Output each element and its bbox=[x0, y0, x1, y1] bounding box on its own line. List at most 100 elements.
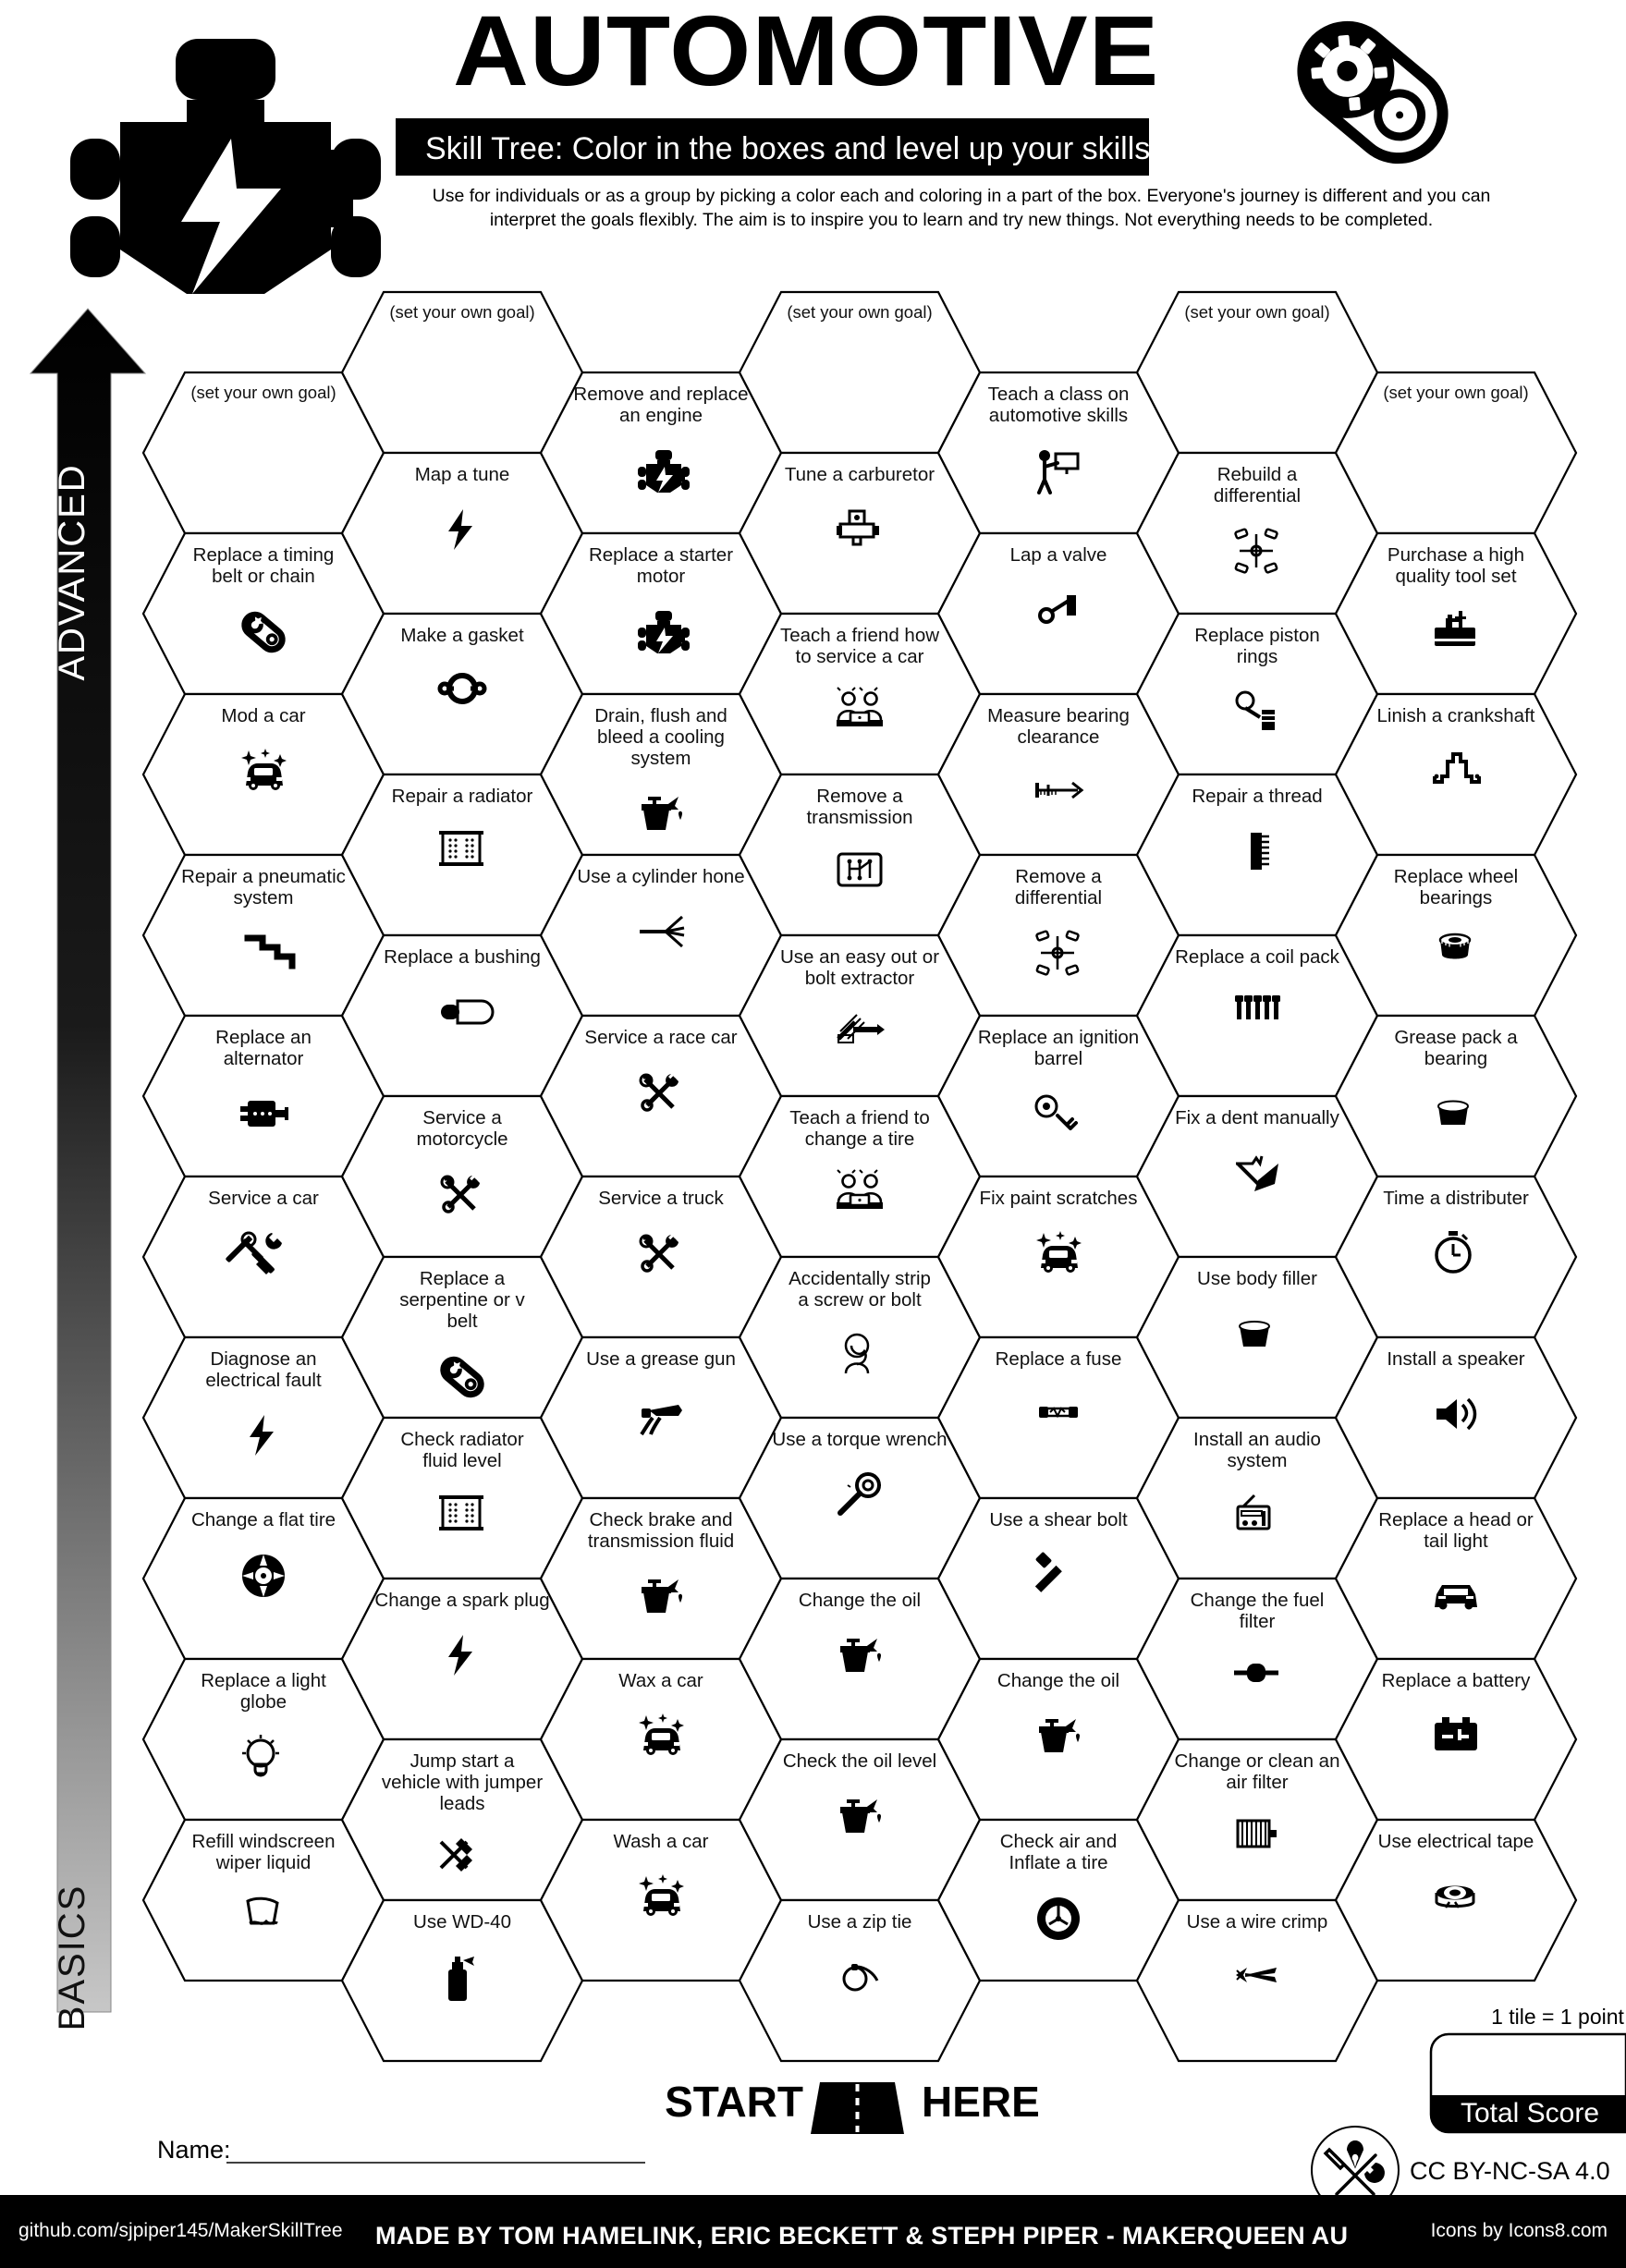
svg-text:Change the oil: Change the oil bbox=[799, 1590, 921, 1611]
svg-text:belt or chain: belt or chain bbox=[212, 566, 315, 587]
svg-text:Change a flat tire: Change a flat tire bbox=[191, 1509, 336, 1530]
svg-text:Repair a radiator: Repair a radiator bbox=[392, 786, 533, 807]
svg-text:Service a race car: Service a race car bbox=[584, 1027, 737, 1048]
svg-text:globe: globe bbox=[240, 1691, 287, 1713]
svg-text:leads: leads bbox=[439, 1793, 484, 1814]
svg-text:Lap a valve: Lap a valve bbox=[1010, 544, 1107, 566]
svg-text:Replace a bushing: Replace a bushing bbox=[384, 946, 541, 968]
svg-text:wiper liquid: wiper liquid bbox=[215, 1852, 312, 1873]
svg-text:Repair a thread: Repair a thread bbox=[1192, 786, 1322, 807]
svg-text:belt: belt bbox=[446, 1311, 477, 1332]
svg-text:Use for individuals or as a gr: Use for individuals or as a group by pic… bbox=[433, 186, 1491, 206]
svg-text:1 tile = 1 point: 1 tile = 1 point bbox=[1491, 2005, 1624, 2029]
svg-text:Wash a car: Wash a car bbox=[614, 1831, 709, 1852]
svg-text:Check brake and: Check brake and bbox=[590, 1509, 733, 1530]
svg-text:Replace wheel: Replace wheel bbox=[1394, 866, 1518, 887]
svg-text:Replace piston: Replace piston bbox=[1194, 625, 1320, 646]
svg-text:Skill Tree: Color in the boxe: Skill Tree: Color in the boxes and level… bbox=[425, 131, 1150, 166]
svg-text:START: START bbox=[665, 2078, 803, 2126]
svg-text:(set your own goal): (set your own goal) bbox=[389, 302, 534, 322]
svg-text:Repair a pneumatic: Repair a pneumatic bbox=[181, 866, 346, 887]
svg-text:filter: filter bbox=[1240, 1611, 1276, 1632]
svg-text:Time a distributer: Time a distributer bbox=[1383, 1188, 1529, 1209]
svg-text:automotive skills: automotive skills bbox=[989, 405, 1128, 426]
svg-text:serpentine or v: serpentine or v bbox=[399, 1289, 525, 1311]
svg-text:Linish a crankshaft: Linish a crankshaft bbox=[1377, 705, 1535, 726]
svg-text:Use a wire crimp: Use a wire crimp bbox=[1187, 1911, 1328, 1933]
svg-text:transmission: transmission bbox=[806, 807, 912, 828]
svg-text:quality tool set: quality tool set bbox=[1395, 566, 1516, 587]
svg-text:ADVANCED: ADVANCED bbox=[52, 463, 92, 680]
svg-text:Change the fuel: Change the fuel bbox=[1191, 1590, 1325, 1611]
svg-text:Change a spark plug: Change a spark plug bbox=[374, 1590, 549, 1611]
svg-text:Grease pack a: Grease pack a bbox=[1394, 1027, 1518, 1048]
svg-text:Teach a friend to: Teach a friend to bbox=[789, 1107, 930, 1128]
svg-text:Use electrical tape: Use electrical tape bbox=[1378, 1831, 1534, 1852]
svg-text:Service a car: Service a car bbox=[208, 1188, 319, 1209]
svg-text:Measure bearing: Measure bearing bbox=[987, 705, 1130, 726]
svg-text:Jump start a: Jump start a bbox=[410, 1750, 515, 1772]
svg-text:fluid level: fluid level bbox=[422, 1450, 501, 1471]
svg-text:Inflate a tire: Inflate a tire bbox=[1009, 1852, 1107, 1873]
svg-text:Replace a timing: Replace a timing bbox=[193, 544, 335, 566]
svg-text:Use a torque wrench: Use a torque wrench bbox=[772, 1429, 947, 1450]
svg-text:Purchase a high: Purchase a high bbox=[1388, 544, 1524, 566]
svg-text:electrical fault: electrical fault bbox=[205, 1370, 322, 1391]
svg-text:(set your own goal): (set your own goal) bbox=[190, 383, 336, 402]
svg-text:Replace an: Replace an bbox=[215, 1027, 312, 1048]
svg-text:Teach a class on: Teach a class on bbox=[988, 384, 1130, 405]
svg-text:Total Score: Total Score bbox=[1461, 2098, 1599, 2128]
svg-text:differential: differential bbox=[1015, 887, 1102, 908]
svg-text:HERE: HERE bbox=[922, 2078, 1040, 2126]
svg-text:Install an audio: Install an audio bbox=[1193, 1429, 1321, 1450]
svg-text:Use a shear bolt: Use a shear bolt bbox=[989, 1509, 1128, 1530]
svg-text:Tune a carburetor: Tune a carburetor bbox=[785, 464, 935, 485]
svg-text:bearings: bearings bbox=[1420, 887, 1493, 908]
svg-text:Replace a coil pack: Replace a coil pack bbox=[1175, 946, 1340, 968]
svg-text:Make a gasket: Make a gasket bbox=[400, 625, 524, 646]
svg-text:BASICS: BASICS bbox=[52, 1884, 92, 2031]
svg-text:Drain, flush and: Drain, flush and bbox=[594, 705, 727, 726]
svg-text:Rebuild a: Rebuild a bbox=[1217, 464, 1298, 485]
svg-text:MADE BY TOM HAMELINK, ERIC BEC: MADE BY TOM HAMELINK, ERIC BECKETT & STE… bbox=[375, 2222, 1348, 2250]
svg-text:Replace an ignition: Replace an ignition bbox=[978, 1027, 1139, 1048]
svg-text:Use a cylinder hone: Use a cylinder hone bbox=[577, 866, 744, 887]
svg-text:bleed a cooling: bleed a cooling bbox=[597, 726, 725, 748]
svg-text:motorcycle: motorcycle bbox=[416, 1128, 507, 1150]
svg-text:Fix a dent manually: Fix a dent manually bbox=[1175, 1107, 1340, 1128]
svg-text:Replace a battery: Replace a battery bbox=[1382, 1670, 1531, 1691]
svg-text:Use an easy out or: Use an easy out or bbox=[780, 946, 939, 968]
svg-text:Icons by Icons8.com: Icons by Icons8.com bbox=[1431, 2220, 1608, 2241]
svg-text:differential: differential bbox=[1214, 485, 1301, 506]
svg-text:air filter: air filter bbox=[1226, 1772, 1288, 1793]
svg-text:system: system bbox=[1228, 1450, 1288, 1471]
svg-text:(set your own goal): (set your own goal) bbox=[787, 302, 932, 322]
svg-text:tail light: tail light bbox=[1424, 1530, 1488, 1552]
svg-text:Name:: Name: bbox=[157, 2136, 231, 2164]
svg-text:an engine: an engine bbox=[619, 405, 703, 426]
svg-text:Replace a starter: Replace a starter bbox=[589, 544, 733, 566]
svg-text:interpret the goals flexibly.: interpret the goals flexibly. The aim is… bbox=[490, 210, 1433, 230]
svg-text:change a tire: change a tire bbox=[805, 1128, 915, 1150]
svg-text:clearance: clearance bbox=[1018, 726, 1100, 748]
svg-text:rings: rings bbox=[1237, 646, 1278, 667]
svg-text:bearing: bearing bbox=[1424, 1048, 1487, 1069]
svg-text:Diagnose an: Diagnose an bbox=[210, 1348, 316, 1370]
svg-text:(set your own goal): (set your own goal) bbox=[1184, 302, 1329, 322]
svg-text:vehicle with jumper: vehicle with jumper bbox=[382, 1772, 543, 1793]
svg-text:Teach a friend how: Teach a friend how bbox=[780, 625, 939, 646]
svg-text:AUTOMOTIVE: AUTOMOTIVE bbox=[453, 0, 1159, 106]
svg-text:Refill windscreen: Refill windscreen bbox=[192, 1831, 336, 1852]
svg-text:transmission fluid: transmission fluid bbox=[588, 1530, 734, 1552]
svg-text:Map a tune: Map a tune bbox=[415, 464, 510, 485]
svg-text:Accidentally strip: Accidentally strip bbox=[789, 1268, 931, 1289]
svg-text:Replace a: Replace a bbox=[420, 1268, 506, 1289]
svg-text:Replace a fuse: Replace a fuse bbox=[996, 1348, 1122, 1370]
svg-text:Change or clean an: Change or clean an bbox=[1175, 1750, 1340, 1772]
svg-text:github.com/sjpiper145/MakerSki: github.com/sjpiper145/MakerSkillTree bbox=[18, 2220, 343, 2241]
svg-text:Check air and: Check air and bbox=[1000, 1831, 1117, 1852]
svg-text:Use WD-40: Use WD-40 bbox=[413, 1911, 511, 1933]
svg-text:(set your own goal): (set your own goal) bbox=[1383, 383, 1528, 402]
svg-text:CC BY-NC-SA 4.0: CC BY-NC-SA 4.0 bbox=[1410, 2157, 1610, 2185]
svg-text:to service a car: to service a car bbox=[796, 646, 924, 667]
